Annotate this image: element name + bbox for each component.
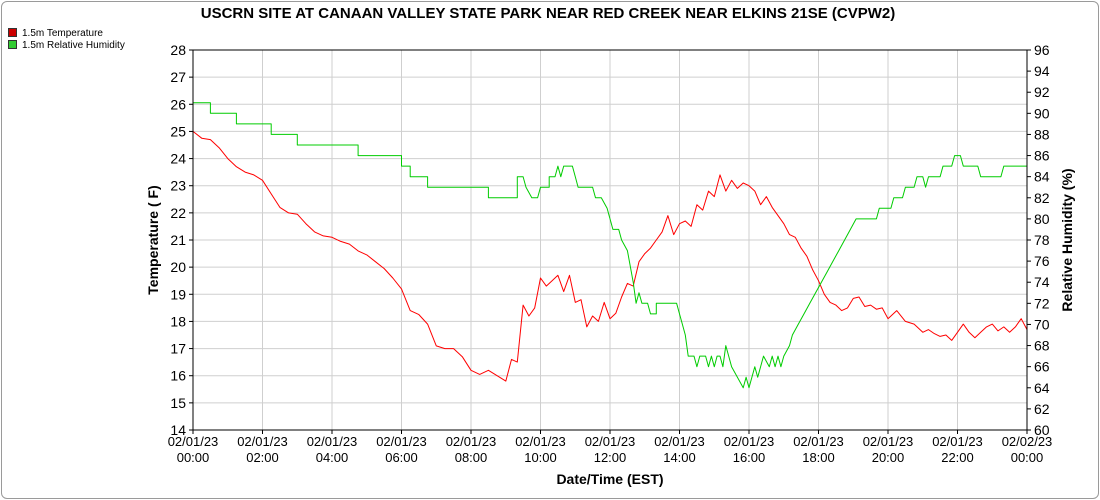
y-tick-label-right: 84 — [1034, 169, 1050, 185]
legend-swatch-humidity — [8, 40, 17, 49]
x-tick-label-date: 02/01/23 — [237, 434, 288, 449]
x-tick-label-time: 02:00 — [246, 450, 279, 465]
x-tick-label-time: 18:00 — [802, 450, 835, 465]
axes: 14 15 16 17 18 19 20 21 22 23 24 25 26 27 28 60 62 64 66 68… — [168, 42, 1053, 465]
plot-border — [192, 49, 1028, 431]
x-tick-label-time: 22:00 — [941, 450, 974, 465]
y-tick-label-left: 18 — [170, 313, 186, 329]
x-tick-label-time: 04:00 — [316, 450, 349, 465]
y-tick-label-right: 88 — [1034, 126, 1050, 142]
y-tick-label-left: 26 — [170, 96, 186, 112]
x-tick-label-date: 02/01/23 — [793, 434, 844, 449]
y-tick-label-right: 76 — [1034, 253, 1050, 269]
x-axis-label: Date/Time (EST) — [556, 471, 663, 487]
y-axis-label-right: Relative Humidity (%) — [1059, 168, 1075, 311]
y-tick-label-left: 21 — [170, 232, 186, 248]
y-tick-label-left: 28 — [170, 42, 186, 58]
y-tick-label-left: 14 — [170, 422, 186, 438]
x-tick-label-date: 02/01/23 — [654, 434, 705, 449]
x-tick-label-date: 02/01/23 — [932, 434, 983, 449]
y-tick-label-right: 86 — [1034, 148, 1050, 164]
legend-swatch-temperature — [8, 28, 17, 37]
y-tick-label-left: 16 — [170, 368, 186, 384]
y-tick-label-left: 20 — [170, 259, 186, 275]
y-tick-label-right: 92 — [1034, 84, 1050, 100]
y-tick-label-right: 72 — [1034, 295, 1050, 311]
y-tick-label-left: 15 — [170, 395, 186, 411]
x-tick-label-date: 02/01/23 — [515, 434, 566, 449]
x-tick-label-date: 02/02/23 — [1002, 434, 1053, 449]
y-tick-label-right: 78 — [1034, 232, 1050, 248]
series-line-humidity — [193, 102, 1027, 389]
y-tick-label-right: 64 — [1034, 380, 1050, 396]
y-tick-label-right: 96 — [1034, 42, 1050, 58]
gridlines — [192, 49, 1028, 431]
y-tick-label-right: 60 — [1034, 422, 1050, 438]
chart-title: USCRN SITE AT CANAAN VALLEY STATE PARK N… — [201, 5, 896, 22]
y-tick-label-right: 68 — [1034, 338, 1050, 354]
x-tick-label-time: 08:00 — [455, 450, 488, 465]
y-tick-label-right: 80 — [1034, 211, 1050, 227]
x-tick-label-time: 20:00 — [872, 450, 905, 465]
x-tick-label-time: 10:00 — [524, 450, 557, 465]
x-tick-label-time: 14:00 — [663, 450, 696, 465]
legend: 1.5m Temperature 1.5m Relative Humidity — [8, 28, 125, 52]
y-tick-label-right: 66 — [1034, 359, 1050, 375]
x-tick-label-time: 00:00 — [1011, 450, 1044, 465]
x-tick-label-date: 02/01/23 — [446, 434, 497, 449]
series-layer — [192, 102, 1028, 389]
y-tick-label-left: 27 — [170, 69, 186, 85]
legend-label-temperature: 1.5m Temperature — [22, 28, 103, 39]
y-tick-label-right: 90 — [1034, 105, 1050, 121]
x-tick-label-date: 02/01/23 — [863, 434, 914, 449]
x-tick-label-date: 02/01/23 — [307, 434, 358, 449]
x-tick-label-date: 02/01/23 — [585, 434, 636, 449]
y-tick-label-right: 94 — [1034, 63, 1050, 79]
x-tick-label-time: 00:00 — [177, 450, 210, 465]
x-tick-label-date: 02/01/23 — [376, 434, 427, 449]
y-tick-label-right: 70 — [1034, 316, 1050, 332]
x-tick-label-time: 12:00 — [594, 450, 627, 465]
y-axis-label-left: Temperature ( F) — [145, 185, 161, 294]
legend-label-humidity: 1.5m Relative Humidity — [22, 40, 125, 51]
y-tick-label-right: 62 — [1034, 401, 1050, 417]
x-tick-label-time: 06:00 — [385, 450, 418, 465]
legend-item-temperature: 1.5m Temperature — [8, 28, 125, 40]
x-tick-label-date: 02/01/23 — [724, 434, 775, 449]
y-tick-label-left: 19 — [170, 286, 186, 302]
y-tick-label-left: 23 — [170, 178, 186, 194]
legend-item-humidity: 1.5m Relative Humidity — [8, 40, 125, 52]
y-tick-label-left: 17 — [170, 341, 186, 357]
y-tick-label-left: 22 — [170, 205, 186, 221]
x-tick-label-time: 16:00 — [733, 450, 766, 465]
series-line-temperature — [192, 131, 1028, 382]
y-tick-label-right: 82 — [1034, 190, 1050, 206]
y-tick-label-right: 74 — [1034, 274, 1050, 290]
x-tick-label-date: 02/01/23 — [168, 434, 219, 449]
y-tick-label-left: 24 — [170, 151, 186, 167]
y-tick-label-left: 25 — [170, 123, 186, 139]
